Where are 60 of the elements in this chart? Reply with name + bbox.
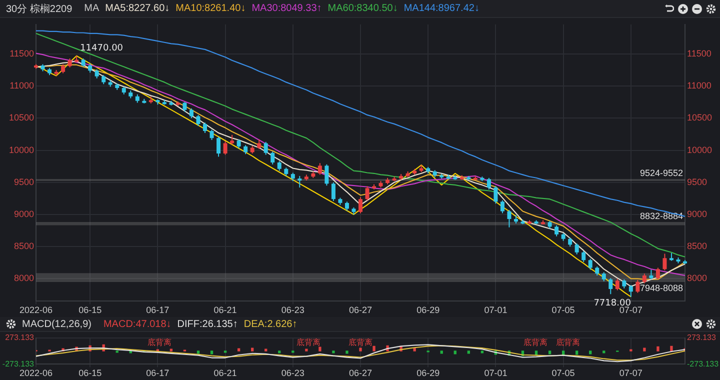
y2-tick-label: 11000 — [687, 80, 712, 91]
x-tick-label: 06-27 — [348, 305, 372, 316]
y-tick-label: 11500 — [10, 48, 34, 58]
x-tick-label: 06-21 — [214, 368, 237, 378]
y-tick-label: 8000 — [14, 273, 34, 284]
x-tick-label: 06-21 — [214, 305, 237, 316]
chart-title: MACD(12,26,9) — [22, 318, 92, 330]
x-tick-label: 06-27 — [348, 368, 372, 378]
text: MA10:8261.40↓ — [176, 3, 246, 14]
band-label: 8832-8884 — [640, 210, 683, 221]
x-tick-label: 06-17 — [146, 305, 170, 316]
y-tick-label: 8500 — [14, 241, 34, 252]
y2-tick-label: 9000 — [687, 208, 708, 219]
band-label: 9524-9552 — [640, 168, 683, 178]
y-tick-label: 9500 — [14, 176, 34, 187]
annotation: 底背离 — [556, 338, 580, 347]
x-tick-label: 2022-06 — [19, 368, 53, 378]
chart-title: 30分 棕榈2209 — [6, 2, 72, 16]
y-tick-label: 10000 — [8, 144, 34, 155]
x-tick-label: 06-23 — [281, 368, 304, 378]
y2-tick-label: 9500 — [687, 176, 708, 187]
y2-tick-label: 8500 — [687, 241, 708, 252]
x-tick-label: 06-17 — [146, 368, 170, 378]
text: MA144:8967.42↓ — [404, 3, 480, 14]
y2-tick-label: 8000 — [687, 273, 708, 284]
annotation: 底背离 — [348, 338, 372, 347]
text: DEA:2.626↑ — [244, 318, 298, 330]
text: MA30:8049.33↑ — [252, 3, 322, 14]
series-label: MACD:47.018↓ — [103, 318, 172, 330]
y-tick-label: 273.133 — [5, 333, 35, 342]
y2-tick-label: 273.133 — [687, 333, 716, 342]
y2-tick-label: 10500 — [687, 112, 712, 123]
annotation: 底背离 — [296, 338, 321, 347]
text: MA5:8227.60↓ — [105, 3, 170, 14]
x-tick-label: 06-15 — [78, 368, 102, 378]
band-label: 7948-8088 — [640, 283, 683, 294]
x-tick-label: 06-23 — [281, 305, 304, 316]
annotation: 底背离 — [147, 338, 172, 347]
x-tick-label: 06-15 — [78, 305, 102, 316]
x-tick-label: 06-29 — [416, 305, 440, 316]
text: DIFF:26.135↑ — [177, 318, 238, 330]
y-tick-label: 9000 — [14, 208, 34, 219]
annotation: 底背离 — [524, 338, 548, 347]
y2-tick-label: 11500 — [687, 48, 712, 58]
y-tick-label: 10500 — [8, 112, 34, 123]
legend-title: MA — [84, 3, 100, 14]
x-tick-label: 07-01 — [484, 305, 508, 316]
y-tick-label: 11000 — [10, 80, 34, 91]
x-tick-label: 06-29 — [416, 368, 440, 378]
x-tick-label: 07-05 — [552, 305, 575, 316]
x-tick-label: 07-05 — [552, 368, 575, 378]
x-tick-label: 07-07 — [619, 305, 642, 316]
x-tick-label: 2022-06 — [19, 305, 53, 316]
y2-tick-label: -273.133 — [687, 359, 720, 368]
y-tick-label: -273.133 — [2, 359, 35, 368]
annotation: 11470.00 — [80, 44, 124, 54]
y2-tick-label: 10000 — [687, 144, 712, 155]
text: MA60:8340.50↓ — [328, 3, 398, 14]
x-tick-label: 07-07 — [619, 368, 642, 378]
x-tick-label: 07-01 — [484, 368, 508, 378]
